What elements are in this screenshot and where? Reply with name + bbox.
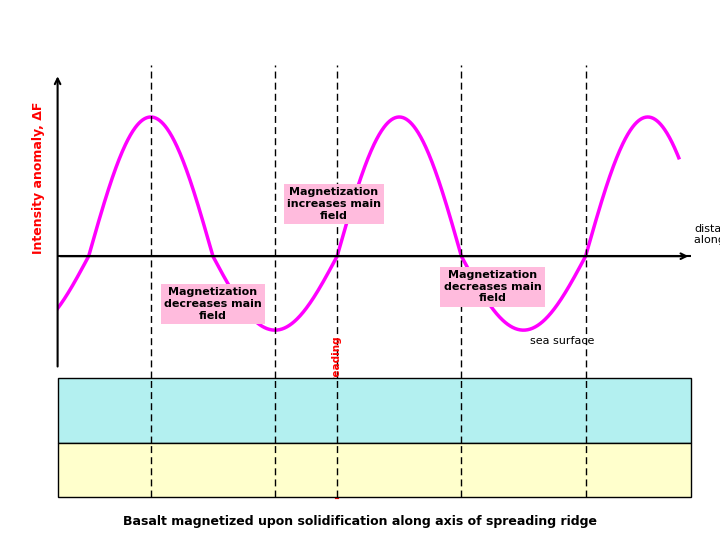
Text: axis of seafloor spreading: axis of seafloor spreading xyxy=(332,336,342,490)
Text: Basalt magnetized upon solidification along axis of spreading ridge: Basalt magnetized upon solidification al… xyxy=(123,515,597,528)
Text: Magnetization
decreases main
field: Magnetization decreases main field xyxy=(444,270,541,303)
Text: Intensity anomaly, ΔF: Intensity anomaly, ΔF xyxy=(32,102,45,254)
Text: reversal: reversal xyxy=(460,386,470,435)
Text: Magnetization
decreases main
field: Magnetization decreases main field xyxy=(164,287,262,321)
Text: reversal: reversal xyxy=(149,386,159,435)
Text: sea surface: sea surface xyxy=(530,336,594,347)
Text: Magnetization
increases main
field: Magnetization increases main field xyxy=(287,187,381,221)
Text: distance
along track: distance along track xyxy=(694,224,720,245)
Text: reversal: reversal xyxy=(274,386,284,435)
Text: ocean bottom: ocean bottom xyxy=(480,439,557,449)
Text: reversal: reversal xyxy=(584,386,594,435)
Text: Direction of
modern
geomagnetic
field: Direction of modern geomagnetic field xyxy=(71,383,148,427)
